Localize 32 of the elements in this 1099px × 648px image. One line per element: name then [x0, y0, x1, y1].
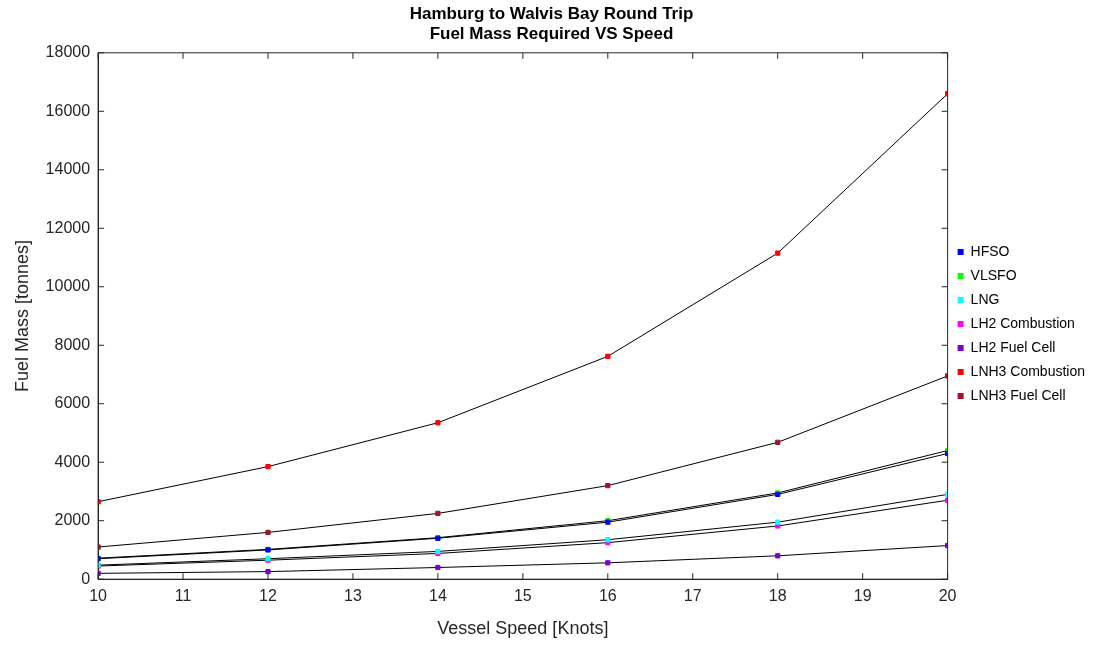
y-tick-label: 10000: [45, 277, 91, 295]
x-tick-label: 18: [768, 587, 787, 605]
chart-subtitle: Fuel Mass Required VS Speed: [429, 24, 674, 44]
x-tick-label: 19: [853, 587, 872, 605]
y-tick-label: 18000: [45, 43, 91, 61]
x-tick-label: 17: [683, 587, 702, 605]
y-tick-label: 12000: [45, 218, 91, 236]
y-tick-label: 2000: [54, 511, 91, 529]
y-tick-label: 14000: [45, 160, 91, 178]
y-axis-title: Fuel Mass [tonnes]: [11, 239, 32, 393]
x-tick-label: 10: [89, 587, 108, 605]
x-tick-label: 12: [259, 587, 277, 605]
legend-label: LNH3 Combustion: [970, 362, 1085, 379]
y-tick-label: 0: [81, 569, 91, 587]
chart-title: Hamburg to Walvis Bay Round Trip: [409, 3, 694, 23]
x-tick-label: 13: [344, 587, 362, 605]
y-tick-label: 6000: [54, 394, 91, 412]
y-tick-label: 16000: [45, 101, 91, 119]
x-tick-label: 15: [513, 587, 532, 605]
legend-label: LH2 Combustion: [970, 314, 1075, 331]
y-tick-label: 4000: [54, 452, 91, 470]
x-tick-label: 11: [174, 587, 192, 605]
x-tick-label: 14: [429, 587, 447, 605]
legend-label: LNH3 Fuel Cell: [970, 386, 1066, 403]
x-axis-title: Vessel Speed [Knots]: [437, 618, 609, 639]
y-tick-label: 8000: [54, 335, 91, 353]
legend-label: HFSO: [970, 242, 1010, 259]
x-tick-label: 20: [938, 587, 957, 605]
legend-label: LNG: [970, 290, 1000, 307]
x-tick-label: 16: [598, 587, 617, 605]
legend-label: LH2 Fuel Cell: [970, 338, 1056, 355]
legend-label: VLSFO: [970, 266, 1017, 283]
